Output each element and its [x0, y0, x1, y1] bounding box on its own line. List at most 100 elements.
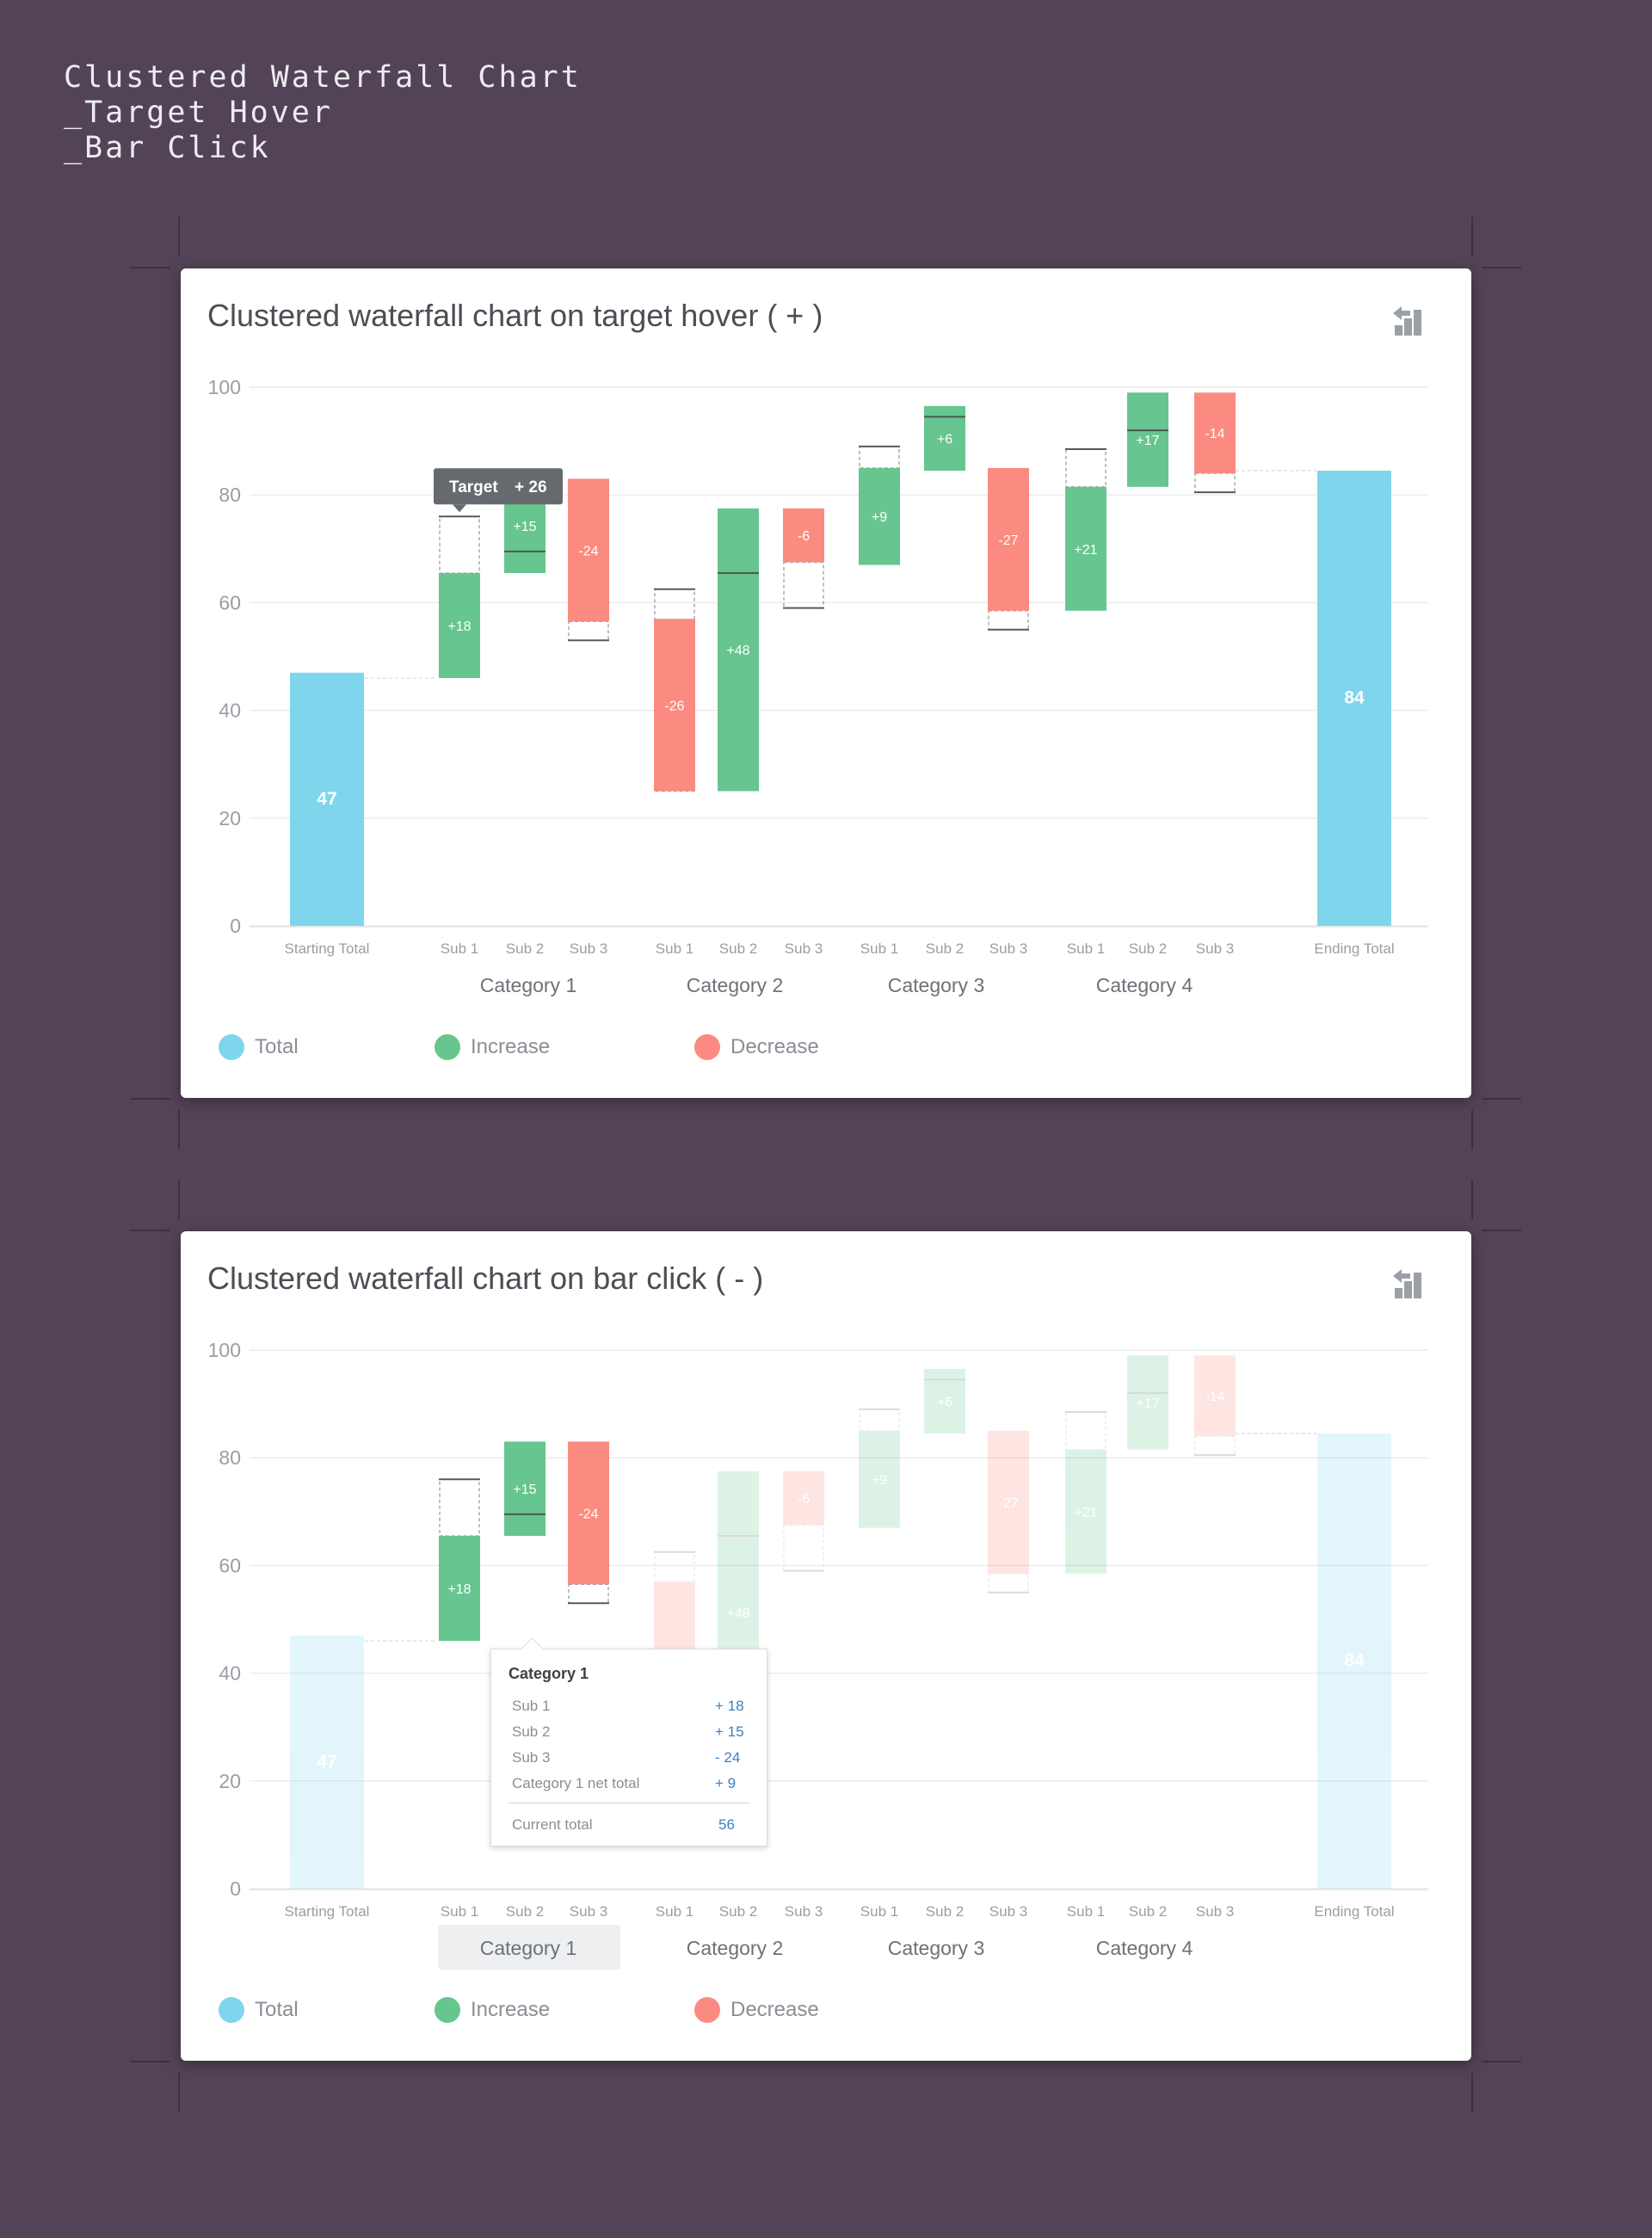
crop-mark: [178, 1180, 180, 1219]
waterfall-bar-group[interactable]: -26: [654, 588, 695, 792]
total-bar[interactable]: [1317, 1433, 1391, 1889]
category-label[interactable]: Category 2: [687, 974, 784, 996]
target-range-box: [783, 1524, 824, 1572]
bar-chart-swap-icon[interactable]: [1390, 1264, 1427, 1302]
increase-bar[interactable]: [439, 572, 480, 679]
legend-swatch: [219, 1034, 244, 1060]
increase-bar[interactable]: [1065, 486, 1106, 611]
legend-item-total[interactable]: Total: [219, 1997, 299, 2023]
decrease-bar[interactable]: [654, 619, 695, 792]
decrease-bar[interactable]: [1194, 392, 1236, 474]
decrease-bar[interactable]: [988, 467, 1029, 611]
bar-value-label: +17: [1136, 1396, 1159, 1411]
x-tick-label: Sub 3: [989, 1903, 1027, 1920]
waterfall-bar-group[interactable]: +18: [439, 515, 480, 679]
waterfall-bar-group[interactable]: +9: [859, 445, 900, 565]
total-bar[interactable]: [290, 1635, 364, 1889]
waterfall-bar-group[interactable]: 84: [1317, 1433, 1391, 1889]
waterfall-bar-group[interactable]: +6: [924, 1368, 965, 1434]
waterfall-bar-group[interactable]: -27: [988, 467, 1029, 631]
increase-bar[interactable]: [859, 467, 900, 565]
legend-item-decrease[interactable]: Decrease: [694, 1997, 819, 2023]
increase-bar[interactable]: [1127, 392, 1168, 487]
legend: Total Increase Decrease: [181, 1034, 1471, 1069]
waterfall-bar-group[interactable]: +15: [504, 1441, 546, 1536]
tooltip-row: Category 1 net total + 9: [512, 1775, 744, 1797]
increase-bar[interactable]: [504, 1441, 546, 1536]
waterfall-bar-group[interactable]: -6: [783, 508, 824, 609]
legend-label: Increase: [471, 1998, 551, 2021]
y-tick-label: 100: [208, 1339, 241, 1361]
waterfall-bar-group[interactable]: +21: [1065, 447, 1106, 611]
decrease-bar[interactable]: [783, 1470, 824, 1526]
bar-value-label: 47: [317, 789, 336, 809]
target-range-box: [439, 1478, 480, 1537]
total-bar[interactable]: [290, 672, 364, 926]
category-label[interactable]: Category 1: [480, 1937, 577, 1959]
target-range-box: [568, 1583, 609, 1604]
waterfall-bar-group[interactable]: -14: [1194, 392, 1236, 494]
category-label[interactable]: Category 2: [687, 1937, 784, 1959]
target-range-box: [439, 515, 480, 574]
total-bar[interactable]: [1317, 471, 1391, 926]
crop-mark: [178, 2073, 180, 2112]
y-tick-label: 80: [219, 1446, 241, 1469]
category-label[interactable]: Category 3: [888, 1937, 985, 1959]
x-tick-label: Ending Total: [1314, 940, 1394, 957]
x-tick-label: Sub 3: [1196, 1903, 1234, 1920]
legend-item-total[interactable]: Total: [219, 1034, 299, 1060]
x-tick-label: Sub 2: [926, 940, 964, 957]
legend-swatch: [435, 1997, 460, 2023]
increase-bar[interactable]: [439, 1535, 480, 1642]
waterfall-bar-group[interactable]: 47: [290, 1635, 364, 1889]
target-range-box: [859, 446, 900, 469]
target-range-box: [859, 1409, 900, 1432]
waterfall-bar-group[interactable]: -24: [568, 478, 609, 642]
decrease-bar[interactable]: [1194, 1355, 1236, 1437]
legend-item-decrease[interactable]: Decrease: [694, 1034, 819, 1060]
waterfall-card-target-hover: Clustered waterfall chart on target hove…: [181, 268, 1471, 1098]
decrease-bar[interactable]: [783, 508, 824, 563]
increase-bar[interactable]: [859, 1430, 900, 1528]
tooltip-row: Sub 3 - 24: [512, 1749, 744, 1772]
waterfall-bar-group[interactable]: -14: [1194, 1355, 1236, 1457]
category-label[interactable]: Category 1: [480, 974, 577, 996]
waterfall-bar-group[interactable]: 47: [290, 672, 364, 926]
bar-value-label: -24: [578, 544, 598, 558]
waterfall-bar-group[interactable]: +21: [1065, 1410, 1106, 1574]
crop-mark: [1471, 1180, 1473, 1219]
waterfall-bar-group[interactable]: +17: [1127, 392, 1168, 487]
target-range-box: [568, 620, 609, 641]
waterfall-bar-group[interactable]: +17: [1127, 1355, 1168, 1450]
waterfall-bar-group[interactable]: -24: [568, 1441, 609, 1605]
increase-bar[interactable]: [718, 508, 759, 792]
waterfall-bar-group[interactable]: +18: [439, 1478, 480, 1642]
waterfall-bar-group[interactable]: +6: [924, 405, 965, 472]
tooltip-row: Sub 1 + 18: [512, 1698, 744, 1720]
waterfall-bar-group[interactable]: -6: [783, 1470, 824, 1572]
bar-chart-swap-icon[interactable]: [1390, 301, 1427, 339]
waterfall-bar-group[interactable]: +48: [718, 508, 759, 792]
legend-item-increase[interactable]: Increase: [435, 1997, 550, 2023]
bar-value-label: 47: [317, 1752, 336, 1772]
increase-bar[interactable]: [1127, 1355, 1168, 1450]
bar-value-label: +18: [447, 1582, 471, 1597]
decrease-bar[interactable]: [568, 478, 609, 622]
category-label[interactable]: Category 3: [888, 974, 985, 996]
waterfall-bar-group[interactable]: 84: [1317, 471, 1391, 926]
category-label[interactable]: Category 4: [1096, 974, 1193, 996]
category-label[interactable]: Category 4: [1096, 1937, 1193, 1959]
increase-bar[interactable]: [924, 1368, 965, 1434]
bar-value-label: -27: [998, 533, 1018, 548]
selected-category-highlight: [438, 1925, 620, 1970]
increase-bar[interactable]: [1065, 1449, 1106, 1574]
decrease-bar[interactable]: [988, 1430, 1029, 1574]
header-line-1: Clustered Waterfall Chart: [64, 60, 582, 95]
waterfall-bar-group[interactable]: -27: [988, 1430, 1029, 1594]
decrease-bar[interactable]: [568, 1441, 609, 1585]
tooltip-row: Sub 2 + 15: [512, 1723, 744, 1746]
crop-mark: [1482, 2061, 1521, 2062]
waterfall-bar-group[interactable]: +9: [859, 1408, 900, 1528]
legend-item-increase[interactable]: Increase: [435, 1034, 550, 1060]
x-tick-label: Sub 3: [785, 1903, 823, 1920]
